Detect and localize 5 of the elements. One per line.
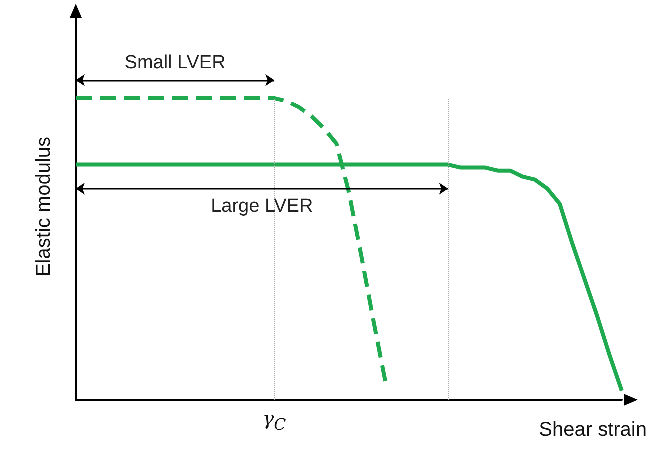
text: Small LVER [124,52,226,74]
y-axis-title: Elastic modulus [33,136,55,278]
text: γ$_{C}$ [262,408,286,434]
annotation: Large LVER [211,196,314,217]
x-axis-title: Shear strain [539,419,647,441]
